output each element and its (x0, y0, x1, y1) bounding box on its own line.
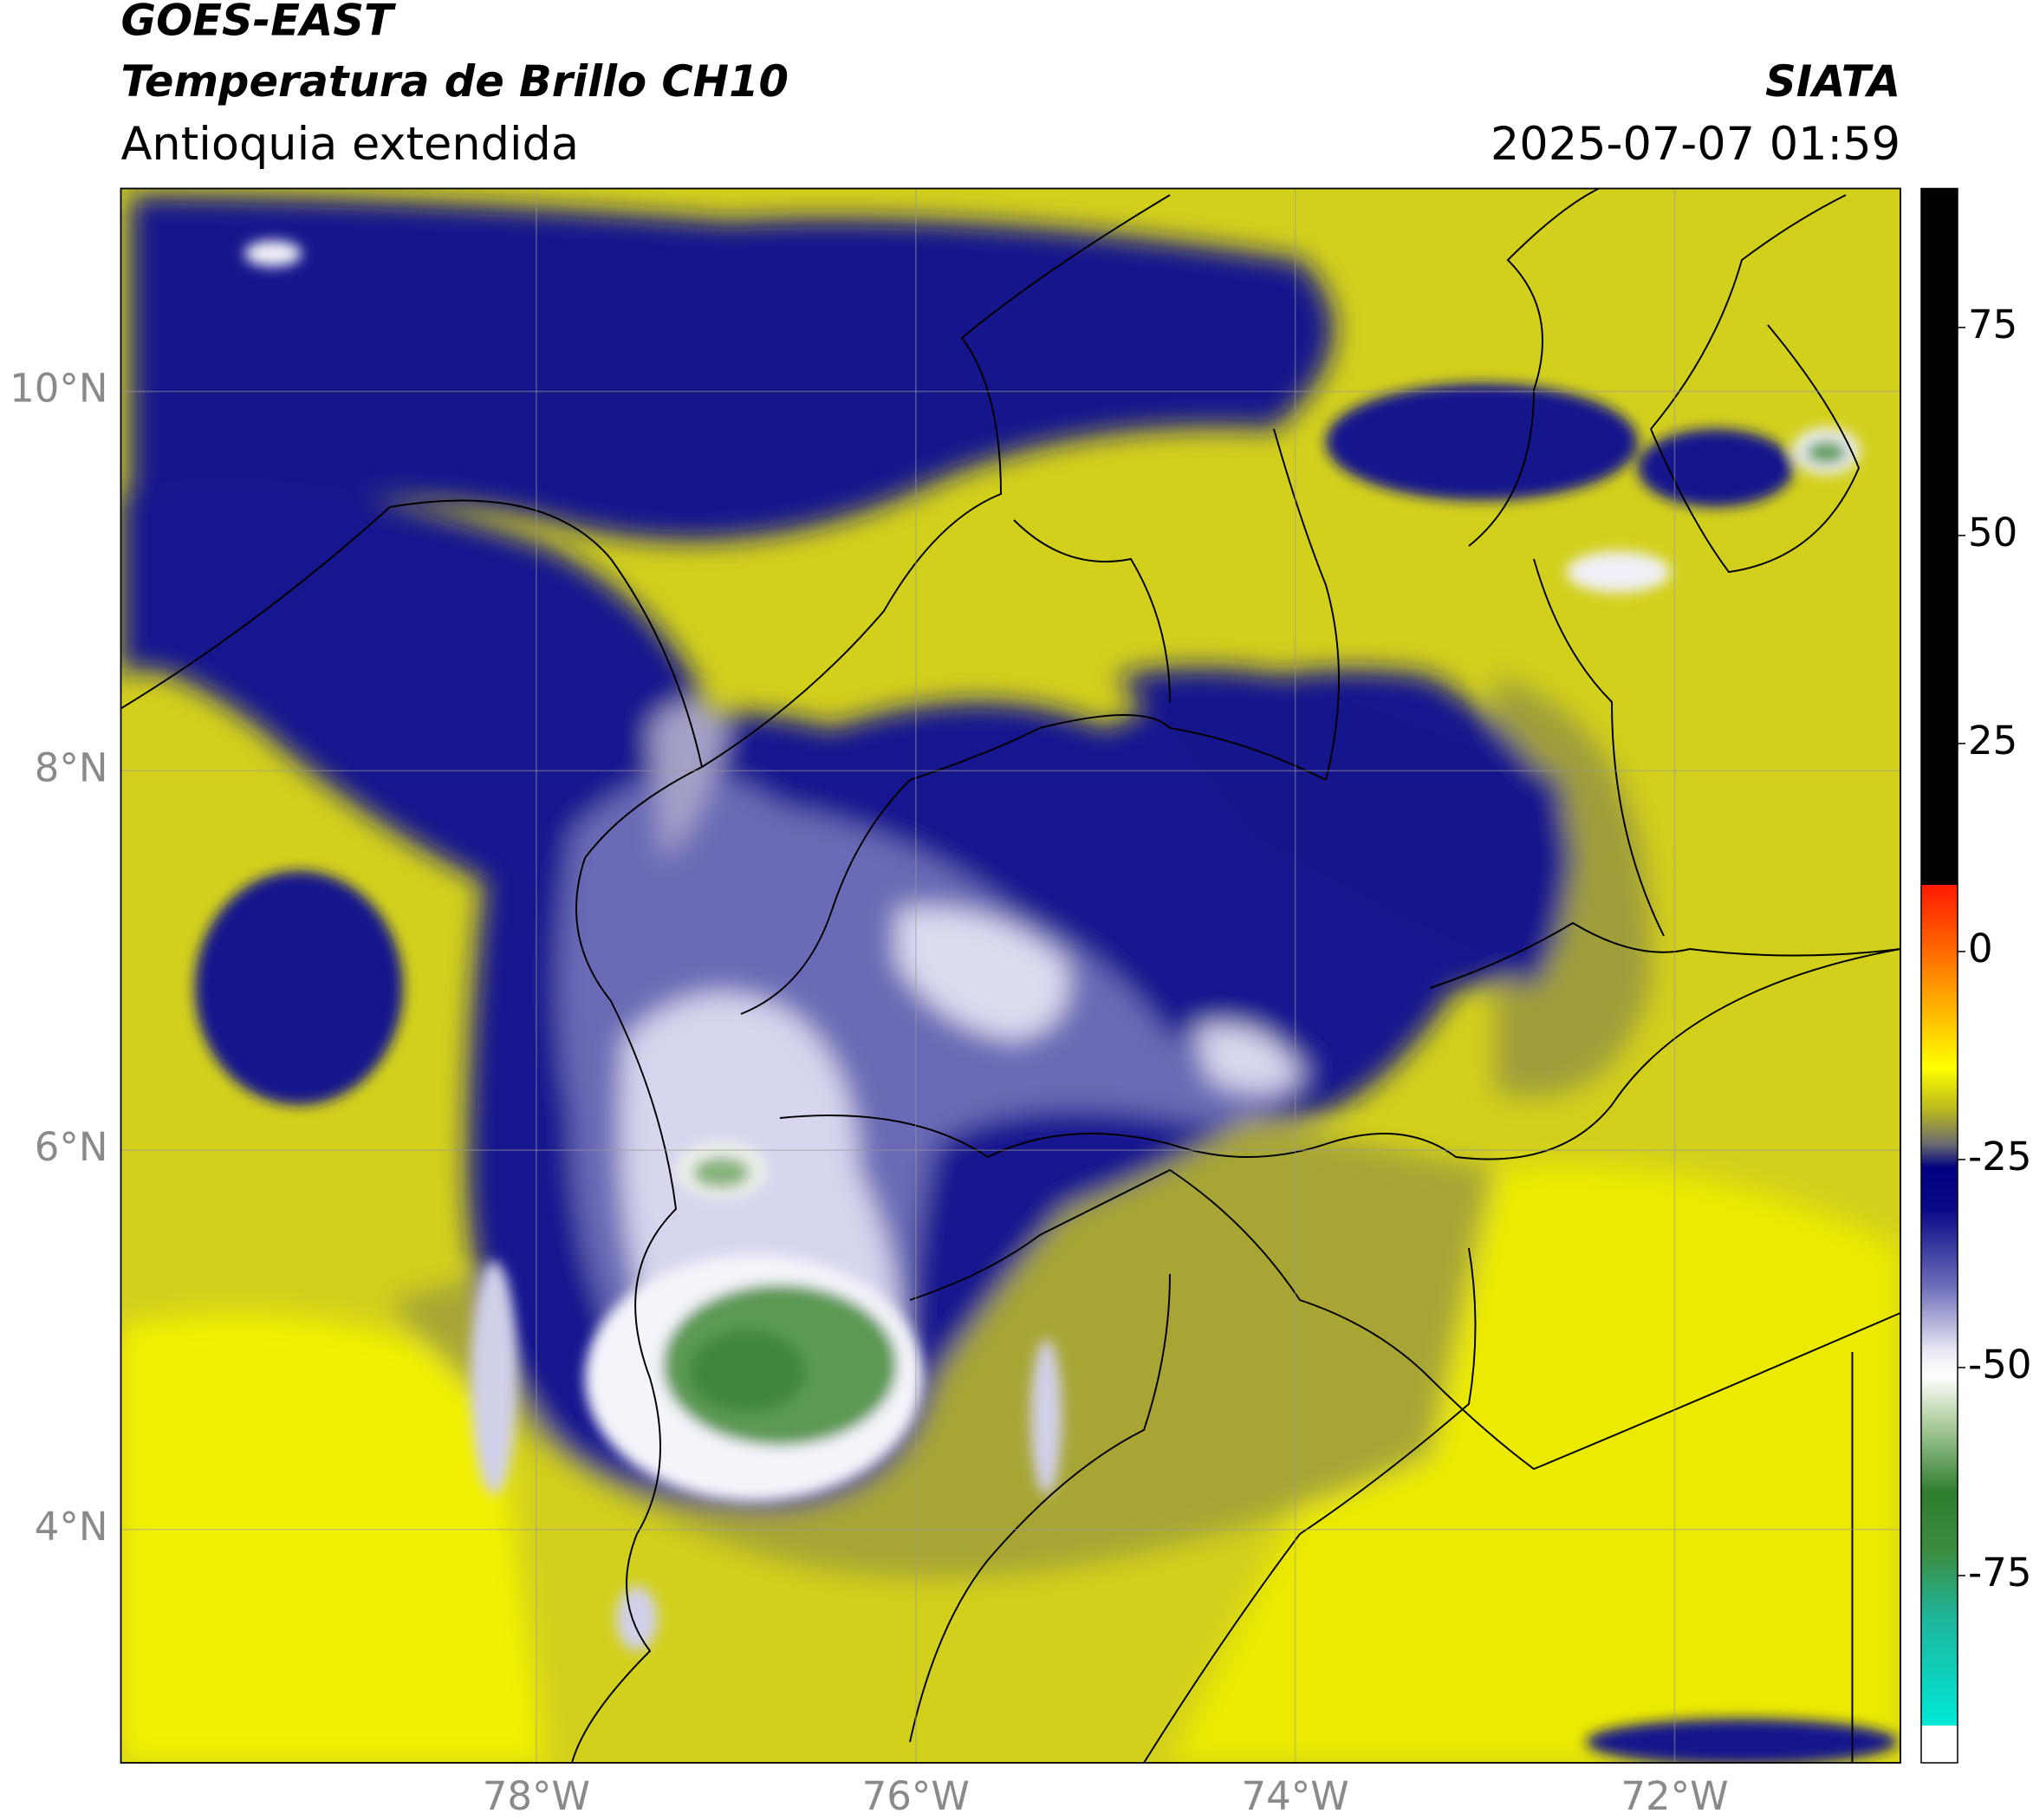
lat-tick-label: 4°N (35, 1504, 108, 1550)
boundary-line (120, 499, 704, 1763)
colorbar-tick-label: 50 (1968, 510, 2017, 556)
boundary-line (1533, 558, 1665, 937)
cloud-core (471, 1261, 517, 1495)
boundary-line (909, 1168, 1900, 1471)
lon-tick-label: 78°W (483, 1773, 590, 1819)
boundary-line (909, 1273, 1171, 1743)
cloud-region (650, 702, 728, 858)
colorbar (1920, 187, 1958, 1764)
boundary-line (1143, 1247, 1477, 1763)
cloud-core (1566, 551, 1671, 593)
cloud-region (1118, 667, 1569, 988)
lon-tick-label: 72°W (1621, 1773, 1728, 1819)
cloud-core (689, 1329, 806, 1414)
cloud-core (244, 240, 302, 267)
cloud-core (616, 1586, 658, 1651)
lat-tick-label: 6°N (35, 1124, 108, 1170)
organization-label: SIATA (1765, 56, 1900, 107)
cloud-region (130, 195, 1334, 546)
lat-tick-label: 10°N (10, 366, 107, 412)
cloud-core (195, 871, 403, 1105)
cloud-region (1170, 1165, 1900, 1763)
colorbar-tick-label: 75 (1968, 302, 2017, 348)
cloud-region (120, 1314, 546, 1763)
lat-tick-label: 8°N (35, 744, 108, 790)
cloud-core (1326, 383, 1638, 501)
lon-tick-label: 74°W (1242, 1773, 1349, 1819)
map-imagery (120, 188, 1900, 1763)
boundary-line (701, 194, 1171, 768)
colorbar-tick-label: -50 (1968, 1342, 2032, 1388)
boundary-line (779, 948, 1900, 1160)
cloud-cores (195, 240, 1898, 1763)
cloud-region (1196, 1024, 1300, 1092)
cloud-region (897, 907, 1068, 1040)
boundary-line (1650, 194, 1861, 574)
boundary-line (1013, 519, 1171, 703)
cloud-core (1638, 429, 1794, 507)
boundary-line (740, 714, 1327, 1015)
colorbar-tick-label: 25 (1968, 718, 2017, 764)
colorbar-tick-label: -25 (1968, 1134, 2032, 1180)
region-label: Antioquia extendida (121, 118, 580, 171)
boundary-line (1468, 188, 1600, 547)
cloud-core (692, 1157, 750, 1188)
colorbar-tick-label: -75 (1968, 1550, 2032, 1596)
boundary-line (1429, 921, 1900, 989)
satellite-title: GOES-EAST (121, 0, 397, 46)
map-frame (120, 187, 1901, 1764)
boundary-line (1273, 428, 1340, 781)
cloud-core (1586, 1719, 1898, 1763)
colorbar-tick-label: 0 (1968, 926, 1993, 972)
lon-tick-label: 76°W (862, 1773, 970, 1819)
cloud-core (1805, 440, 1848, 465)
cloud-core (1030, 1339, 1062, 1495)
product-title: Temperatura de Brillo CH10 (121, 56, 789, 107)
datetime-label: 2025-07-07 01:59 (1491, 118, 1900, 171)
